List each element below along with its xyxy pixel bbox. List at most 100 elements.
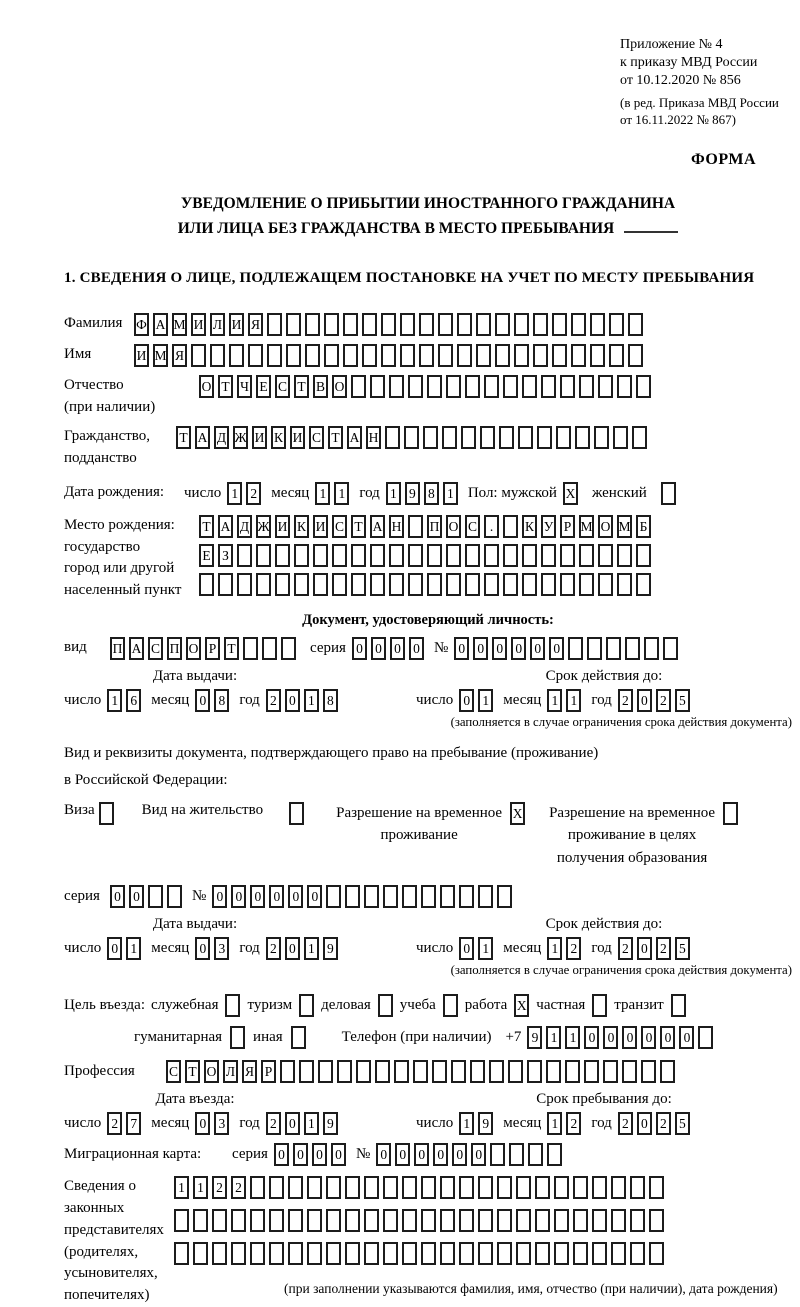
form-cell[interactable]: И	[252, 426, 267, 450]
title-blank-line[interactable]	[624, 219, 679, 234]
form-cell[interactable]	[579, 572, 594, 596]
form-cell[interactable]	[527, 1060, 542, 1084]
form-cell[interactable]	[579, 543, 594, 567]
form-cell[interactable]: 0	[433, 1143, 449, 1167]
form-cell[interactable]: 0	[195, 688, 211, 712]
form-cell[interactable]	[552, 312, 567, 336]
form-cell[interactable]	[305, 343, 320, 367]
form-cell[interactable]: 0	[636, 1112, 652, 1136]
form-cell[interactable]	[611, 1209, 626, 1233]
form-cell[interactable]	[307, 1176, 322, 1200]
form-cell[interactable]	[560, 374, 575, 398]
form-cell[interactable]	[267, 343, 282, 367]
form-cell[interactable]: 2	[617, 688, 633, 712]
form-cell[interactable]	[649, 1176, 664, 1200]
form-cell[interactable]	[193, 1209, 208, 1233]
form-cell[interactable]	[598, 543, 613, 567]
form-cell[interactable]: П	[110, 636, 125, 660]
form-cell[interactable]	[400, 343, 415, 367]
form-cell[interactable]	[356, 1060, 371, 1084]
form-cell[interactable]	[402, 1176, 417, 1200]
form-cell[interactable]	[573, 1209, 588, 1233]
form-cell[interactable]: К	[271, 426, 286, 450]
form-cell[interactable]	[286, 312, 301, 336]
form-cell[interactable]	[370, 572, 385, 596]
form-cell[interactable]	[541, 572, 556, 596]
form-cell[interactable]: 5	[674, 1112, 690, 1136]
form-cell[interactable]	[484, 572, 499, 596]
form-cell[interactable]	[470, 1060, 485, 1084]
form-cell[interactable]: Ч	[237, 374, 252, 398]
form-cell[interactable]	[326, 1209, 341, 1233]
form-cell[interactable]: Е	[199, 543, 214, 567]
form-cell[interactable]: С	[465, 514, 480, 538]
form-cell[interactable]: .	[484, 514, 499, 538]
form-cell[interactable]	[383, 1242, 398, 1266]
form-cell[interactable]: Р	[205, 636, 220, 660]
form-cell[interactable]: Т	[294, 374, 309, 398]
form-cell[interactable]	[503, 374, 518, 398]
temp-residence-education-checkbox[interactable]	[723, 801, 739, 825]
form-cell[interactable]: 9	[322, 937, 338, 961]
form-cell[interactable]: У	[541, 514, 556, 538]
form-cell[interactable]	[446, 572, 461, 596]
form-cell[interactable]	[440, 1176, 455, 1200]
form-cell[interactable]	[617, 374, 632, 398]
form-cell[interactable]	[256, 543, 271, 567]
form-cell[interactable]: С	[148, 636, 163, 660]
form-cell[interactable]	[362, 343, 377, 367]
form-cell[interactable]	[560, 543, 575, 567]
form-cell[interactable]	[476, 312, 491, 336]
form-cell[interactable]: 1	[478, 937, 494, 961]
purpose-tourism-checkbox[interactable]	[299, 994, 315, 1018]
form-cell[interactable]	[592, 1209, 607, 1233]
form-cell[interactable]: 2	[265, 1112, 281, 1136]
form-cell[interactable]	[419, 312, 434, 336]
form-cell[interactable]: И	[275, 514, 290, 538]
form-cell[interactable]	[421, 1176, 436, 1200]
form-cell[interactable]	[535, 1209, 550, 1233]
form-cell[interactable]	[381, 312, 396, 336]
form-cell[interactable]	[332, 543, 347, 567]
form-cell[interactable]	[522, 572, 537, 596]
form-cell[interactable]	[480, 426, 495, 450]
form-cell[interactable]	[484, 374, 499, 398]
form-cell[interactable]	[419, 343, 434, 367]
form-cell[interactable]: 0	[603, 1026, 619, 1050]
form-cell[interactable]	[402, 885, 418, 909]
form-cell[interactable]: М	[579, 514, 594, 538]
form-cell[interactable]: А	[153, 312, 168, 336]
form-cell[interactable]: Т	[218, 374, 233, 398]
form-cell[interactable]	[617, 543, 632, 567]
form-cell[interactable]: Я	[248, 312, 263, 336]
form-cell[interactable]: 2	[265, 937, 281, 961]
form-cell[interactable]: 1	[126, 937, 142, 961]
form-cell[interactable]: 0	[454, 636, 470, 660]
form-cell[interactable]: 6	[126, 688, 142, 712]
form-cell[interactable]	[345, 1242, 360, 1266]
form-cell[interactable]	[497, 1176, 512, 1200]
form-cell[interactable]	[237, 543, 252, 567]
form-cell[interactable]: 7	[126, 1112, 142, 1136]
form-cell[interactable]	[554, 1242, 569, 1266]
form-cell[interactable]: И	[229, 312, 244, 336]
form-cell[interactable]	[343, 312, 358, 336]
purpose-study-checkbox[interactable]	[442, 994, 458, 1018]
form-cell[interactable]: П	[167, 636, 182, 660]
form-cell[interactable]	[229, 343, 244, 367]
form-cell[interactable]: 0	[636, 937, 652, 961]
form-cell[interactable]	[630, 1176, 645, 1200]
form-cell[interactable]: 0	[284, 688, 300, 712]
form-cell[interactable]: 3	[214, 937, 230, 961]
form-cell[interactable]: 1	[303, 937, 319, 961]
form-cell[interactable]: И	[134, 343, 149, 367]
form-cell[interactable]: 0	[195, 1112, 211, 1136]
form-cell[interactable]	[307, 1209, 322, 1233]
form-cell[interactable]	[408, 572, 423, 596]
form-cell[interactable]	[636, 374, 651, 398]
form-cell[interactable]	[628, 343, 643, 367]
form-cell[interactable]	[248, 343, 263, 367]
form-cell[interactable]	[587, 636, 603, 660]
form-cell[interactable]	[421, 1242, 436, 1266]
form-cell[interactable]	[408, 543, 423, 567]
